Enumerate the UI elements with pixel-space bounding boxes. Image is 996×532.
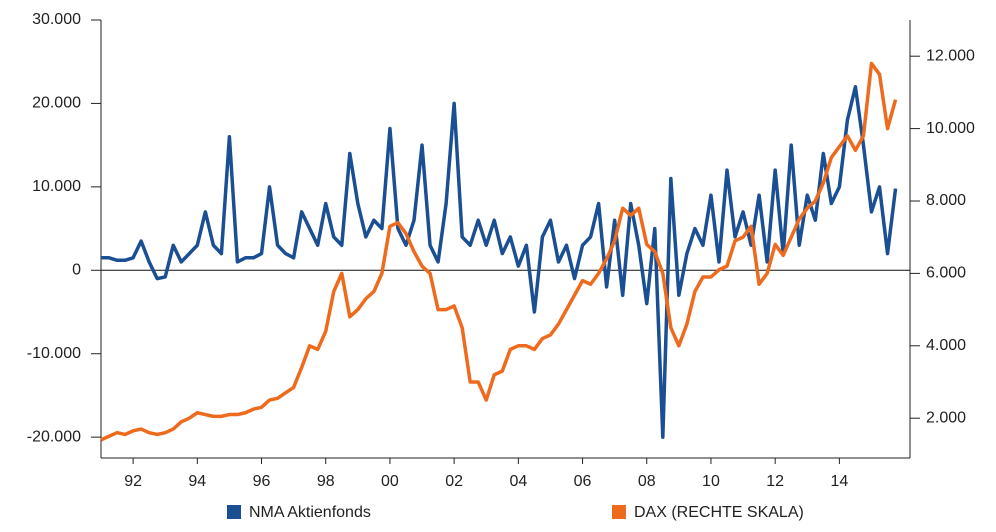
y2-tick-label: 6.000 <box>926 265 966 282</box>
y-tick-label: 20.000 <box>32 95 81 112</box>
x-tick-label: 00 <box>381 473 399 490</box>
x-tick-label: 04 <box>509 473 527 490</box>
series-line <box>101 84 898 439</box>
y-tick-label: -10.000 <box>27 345 81 362</box>
legend-label: NMA Aktienfonds <box>249 504 371 521</box>
y2-tick-label: 2.000 <box>926 409 966 426</box>
legend-swatch <box>227 505 241 519</box>
legend-swatch <box>612 505 626 519</box>
x-tick-label: 02 <box>445 473 463 490</box>
y-tick-label: 30.000 <box>32 11 81 28</box>
y-tick-label: 0 <box>72 262 81 279</box>
y-tick-label: 10.000 <box>32 178 81 195</box>
x-tick-label: 94 <box>188 473 206 490</box>
series-line <box>100 61 898 442</box>
legend-label: DAX (RECHTE SKALA) <box>634 504 804 521</box>
y2-tick-label: 10.000 <box>926 120 975 137</box>
x-tick-label: 92 <box>124 473 142 490</box>
x-tick-label: 98 <box>317 473 335 490</box>
x-tick-label: 10 <box>702 473 720 490</box>
y2-tick-label: 4.000 <box>926 337 966 354</box>
y-tick-label: -20.000 <box>27 428 81 445</box>
x-tick-label: 08 <box>638 473 656 490</box>
y2-tick-label: 12.000 <box>926 47 975 64</box>
x-tick-label: 06 <box>574 473 592 490</box>
x-tick-label: 96 <box>253 473 271 490</box>
x-tick-label: 12 <box>766 473 784 490</box>
x-tick-label: 14 <box>830 473 848 490</box>
y2-tick-label: 8.000 <box>926 192 966 209</box>
